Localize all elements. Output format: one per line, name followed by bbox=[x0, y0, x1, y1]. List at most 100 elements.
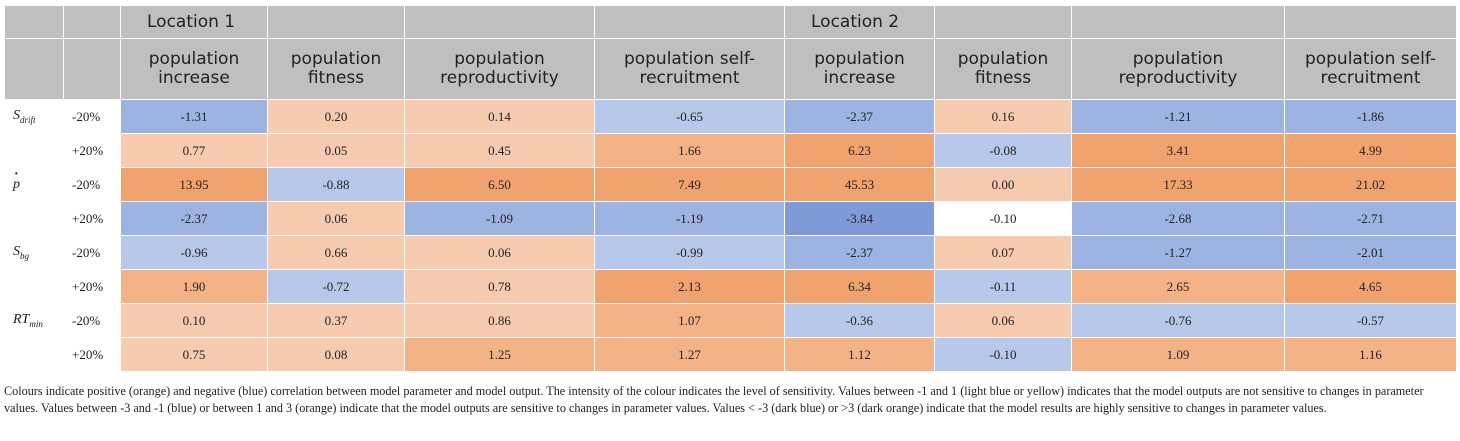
sensitivity-value-cell: 1.27 bbox=[594, 337, 785, 372]
column-header: population self-recruitment bbox=[594, 38, 785, 100]
sensitivity-value-cell: -3.84 bbox=[784, 201, 935, 236]
sensitivity-value-cell: 0.10 bbox=[120, 303, 268, 338]
sensitivity-value-cell: 0.06 bbox=[267, 201, 405, 236]
sensitivity-value-cell: 0.78 bbox=[404, 269, 595, 304]
change-percent-cell: +20% bbox=[63, 337, 121, 372]
parameter-subscript: bg bbox=[20, 250, 29, 261]
corner-cell bbox=[4, 5, 64, 39]
sensitivity-value-cell: 0.00 bbox=[934, 167, 1072, 202]
sensitivity-value-cell: -2.37 bbox=[784, 99, 935, 134]
sensitivity-value-cell: 1.66 bbox=[594, 133, 785, 168]
header-blank bbox=[594, 5, 785, 39]
sensitivity-value-cell: 6.50 bbox=[404, 167, 595, 202]
change-percent-cell: +20% bbox=[63, 201, 121, 236]
sensitivity-value-cell: -0.96 bbox=[120, 235, 268, 270]
location-1-header: Location 1 bbox=[120, 5, 268, 39]
sensitivity-value-cell: 1.12 bbox=[784, 337, 935, 372]
corner-cell bbox=[63, 5, 121, 39]
sensitivity-value-cell: 21.02 bbox=[1284, 167, 1457, 202]
sensitivity-value-cell: 2.13 bbox=[594, 269, 785, 304]
sensitivity-value-cell: -0.11 bbox=[934, 269, 1072, 304]
sensitivity-value-cell: -1.27 bbox=[1071, 235, 1285, 270]
sensitivity-value-cell: -0.76 bbox=[1071, 303, 1285, 338]
column-header: population reproductivity bbox=[404, 38, 595, 100]
sensitivity-value-cell: 0.05 bbox=[267, 133, 405, 168]
column-header: population increase bbox=[784, 38, 935, 100]
sensitivity-value-cell: -1.31 bbox=[120, 99, 268, 134]
sensitivity-value-cell: -0.08 bbox=[934, 133, 1072, 168]
change-percent-cell: +20% bbox=[63, 269, 121, 304]
change-percent-cell: -20% bbox=[63, 303, 121, 338]
sensitivity-value-cell: 0.37 bbox=[267, 303, 405, 338]
parameter-cell: p bbox=[4, 167, 64, 202]
column-header-row: population increase population fitness pop… bbox=[4, 38, 1457, 100]
column-header: population self-recruitment bbox=[1284, 38, 1457, 100]
table-row: +20% 0.75 0.08 1.25 1.27 1.12 -0.10 1.09 1.16 bbox=[4, 337, 1457, 372]
sensitivity-value-cell: 3.41 bbox=[1071, 133, 1285, 168]
parameter-cell bbox=[4, 133, 64, 168]
sensitivity-value-cell: -0.10 bbox=[934, 201, 1072, 236]
sensitivity-value-cell: 0.06 bbox=[934, 303, 1072, 338]
sensitivity-value-cell: 1.16 bbox=[1284, 337, 1457, 372]
sensitivity-value-cell: 0.75 bbox=[120, 337, 268, 372]
sensitivity-value-cell: 0.06 bbox=[404, 235, 595, 270]
table-row: +20% 0.77 0.05 0.45 1.66 6.23 -0.08 3.41 4.99 bbox=[4, 133, 1457, 168]
sensitivity-value-cell: 7.49 bbox=[594, 167, 785, 202]
sensitivity-value-cell: 2.65 bbox=[1071, 269, 1285, 304]
sensitivity-value-cell: 0.45 bbox=[404, 133, 595, 168]
sensitivity-value-cell: -2.37 bbox=[120, 201, 268, 236]
table-row: +20% 1.90 -0.72 0.78 2.13 6.34 -0.11 2.65 4.65 bbox=[4, 269, 1457, 304]
parameter-cell: RTmin bbox=[4, 303, 64, 338]
sensitivity-value-cell: -0.36 bbox=[784, 303, 935, 338]
sensitivity-value-cell: 0.77 bbox=[120, 133, 268, 168]
table-row: Sdrift -20% -1.31 0.20 0.14 -0.65 -2.37 0.16 -1.… bbox=[4, 99, 1457, 134]
sensitivity-value-cell: 1.09 bbox=[1071, 337, 1285, 372]
sensitivity-table: Location 1 Location 2 population increas… bbox=[4, 5, 1457, 372]
column-header: population reproductivity bbox=[1071, 38, 1285, 100]
header-blank bbox=[404, 5, 595, 39]
sensitivity-value-cell: -2.37 bbox=[784, 235, 935, 270]
table-row: p -20%13.95-0.886.507.4945.530.0017.3321.… bbox=[4, 167, 1457, 202]
change-percent-cell: -20% bbox=[63, 99, 121, 134]
sensitivity-value-cell: 4.99 bbox=[1284, 133, 1457, 168]
column-header: population increase bbox=[120, 38, 268, 100]
sensitivity-value-cell: -0.88 bbox=[267, 167, 405, 202]
parameter-cell bbox=[4, 269, 64, 304]
sensitivity-value-cell: -2.68 bbox=[1071, 201, 1285, 236]
parameter-cell: Sbg bbox=[4, 235, 64, 270]
parameter-symbol: RT bbox=[13, 312, 30, 328]
sensitivity-value-cell: 1.07 bbox=[594, 303, 785, 338]
header-blank bbox=[267, 5, 405, 39]
sensitivity-value-cell: -2.71 bbox=[1284, 201, 1457, 236]
location-header-row: Location 1 Location 2 bbox=[4, 5, 1457, 39]
parameter-cell: Sdrift bbox=[4, 99, 64, 134]
parameter-symbol: S bbox=[13, 244, 20, 260]
column-header: population fitness bbox=[934, 38, 1072, 100]
sensitivity-value-cell: 13.95 bbox=[120, 167, 268, 202]
corner-cell bbox=[4, 38, 64, 100]
sensitivity-value-cell: 0.07 bbox=[934, 235, 1072, 270]
sensitivity-value-cell: 0.66 bbox=[267, 235, 405, 270]
parameter-symbol: S bbox=[13, 108, 20, 124]
parameter-subscript: drift bbox=[20, 114, 36, 125]
sensitivity-value-cell: 0.16 bbox=[934, 99, 1072, 134]
sensitivity-value-cell: -0.10 bbox=[934, 337, 1072, 372]
table-caption: Colours indicate positive (orange) and n… bbox=[4, 384, 1424, 415]
sensitivity-value-cell: -1.19 bbox=[594, 201, 785, 236]
table-row: RTmin -20% 0.10 0.37 0.86 1.07 -0.36 0.06 -0.76-… bbox=[4, 303, 1457, 338]
sensitivity-value-cell: 4.65 bbox=[1284, 269, 1457, 304]
table-body: Sdrift -20% -1.31 0.20 0.14 -0.65 -2.37 0.16 -1.… bbox=[4, 99, 1457, 372]
sensitivity-value-cell: 0.86 bbox=[404, 303, 595, 338]
sensitivity-value-cell: -1.21 bbox=[1071, 99, 1285, 134]
change-percent-cell: -20% bbox=[63, 167, 121, 202]
sensitivity-value-cell: 0.14 bbox=[404, 99, 595, 134]
sensitivity-value-cell: -1.09 bbox=[404, 201, 595, 236]
sensitivity-value-cell: 0.08 bbox=[267, 337, 405, 372]
change-percent-cell: +20% bbox=[63, 133, 121, 168]
parameter-symbol: p bbox=[13, 167, 20, 193]
sensitivity-value-cell: 17.33 bbox=[1071, 167, 1285, 202]
sensitivity-value-cell: 0.20 bbox=[267, 99, 405, 134]
sensitivity-value-cell: -0.72 bbox=[267, 269, 405, 304]
sensitivity-value-cell: 6.23 bbox=[784, 133, 935, 168]
sensitivity-value-cell: -0.65 bbox=[594, 99, 785, 134]
